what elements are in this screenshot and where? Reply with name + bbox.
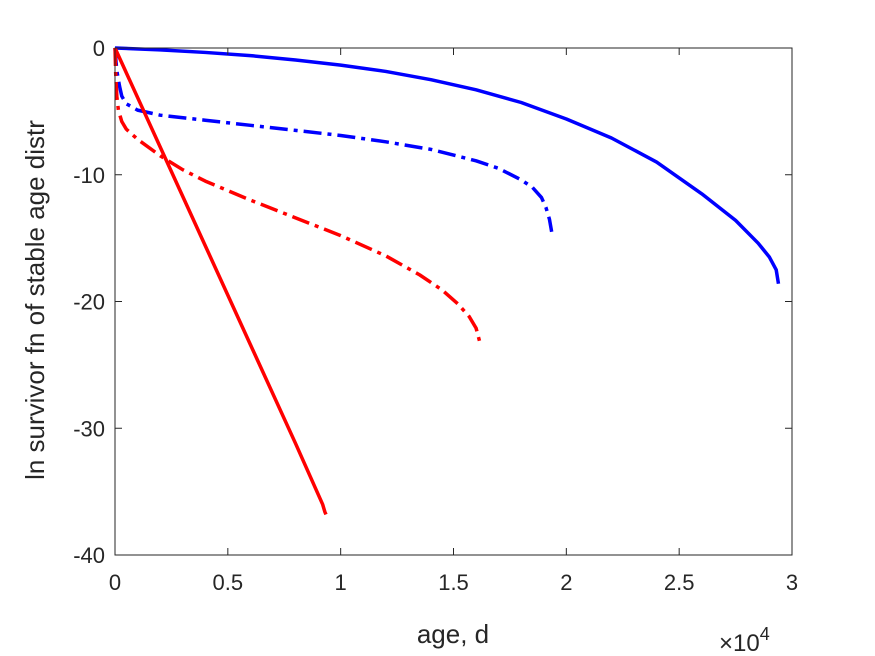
x-axis-multiplier: ×104 — [719, 624, 770, 656]
x-tick-label: 1.5 — [438, 570, 469, 595]
x-tick-label: 0.5 — [213, 570, 244, 595]
y-tick-label: -40 — [73, 543, 105, 568]
y-tick-label: -10 — [73, 163, 105, 188]
y-tick-label: -30 — [73, 416, 105, 441]
series-line-2 — [113, 47, 554, 233]
x-tick-label: 2.5 — [664, 570, 695, 595]
series-line-3 — [113, 47, 328, 516]
x-tick-label: 3 — [786, 570, 798, 595]
series-layer — [113, 46, 781, 516]
y-tick-label: -20 — [73, 290, 105, 315]
x-tick-label: 1 — [335, 570, 347, 595]
y-axis-label: ln survivor fn of stable age distr — [20, 120, 50, 480]
x-axis-ticks: 0 0.5 1 1.5 2 2.5 3 — [109, 48, 798, 595]
x-axis-multiplier-base: ×10 — [719, 630, 760, 656]
series-line-4 — [113, 47, 482, 342]
y-axis-ticks: 0 -10 -20 -30 -40 — [73, 36, 792, 568]
x-tick-label: 2 — [560, 570, 572, 595]
series-line-1 — [114, 46, 781, 285]
x-tick-label: 0 — [109, 570, 121, 595]
x-axis-multiplier-exponent: 4 — [760, 624, 770, 644]
x-axis-label: age, d — [417, 619, 489, 649]
y-tick-label: 0 — [93, 36, 105, 61]
